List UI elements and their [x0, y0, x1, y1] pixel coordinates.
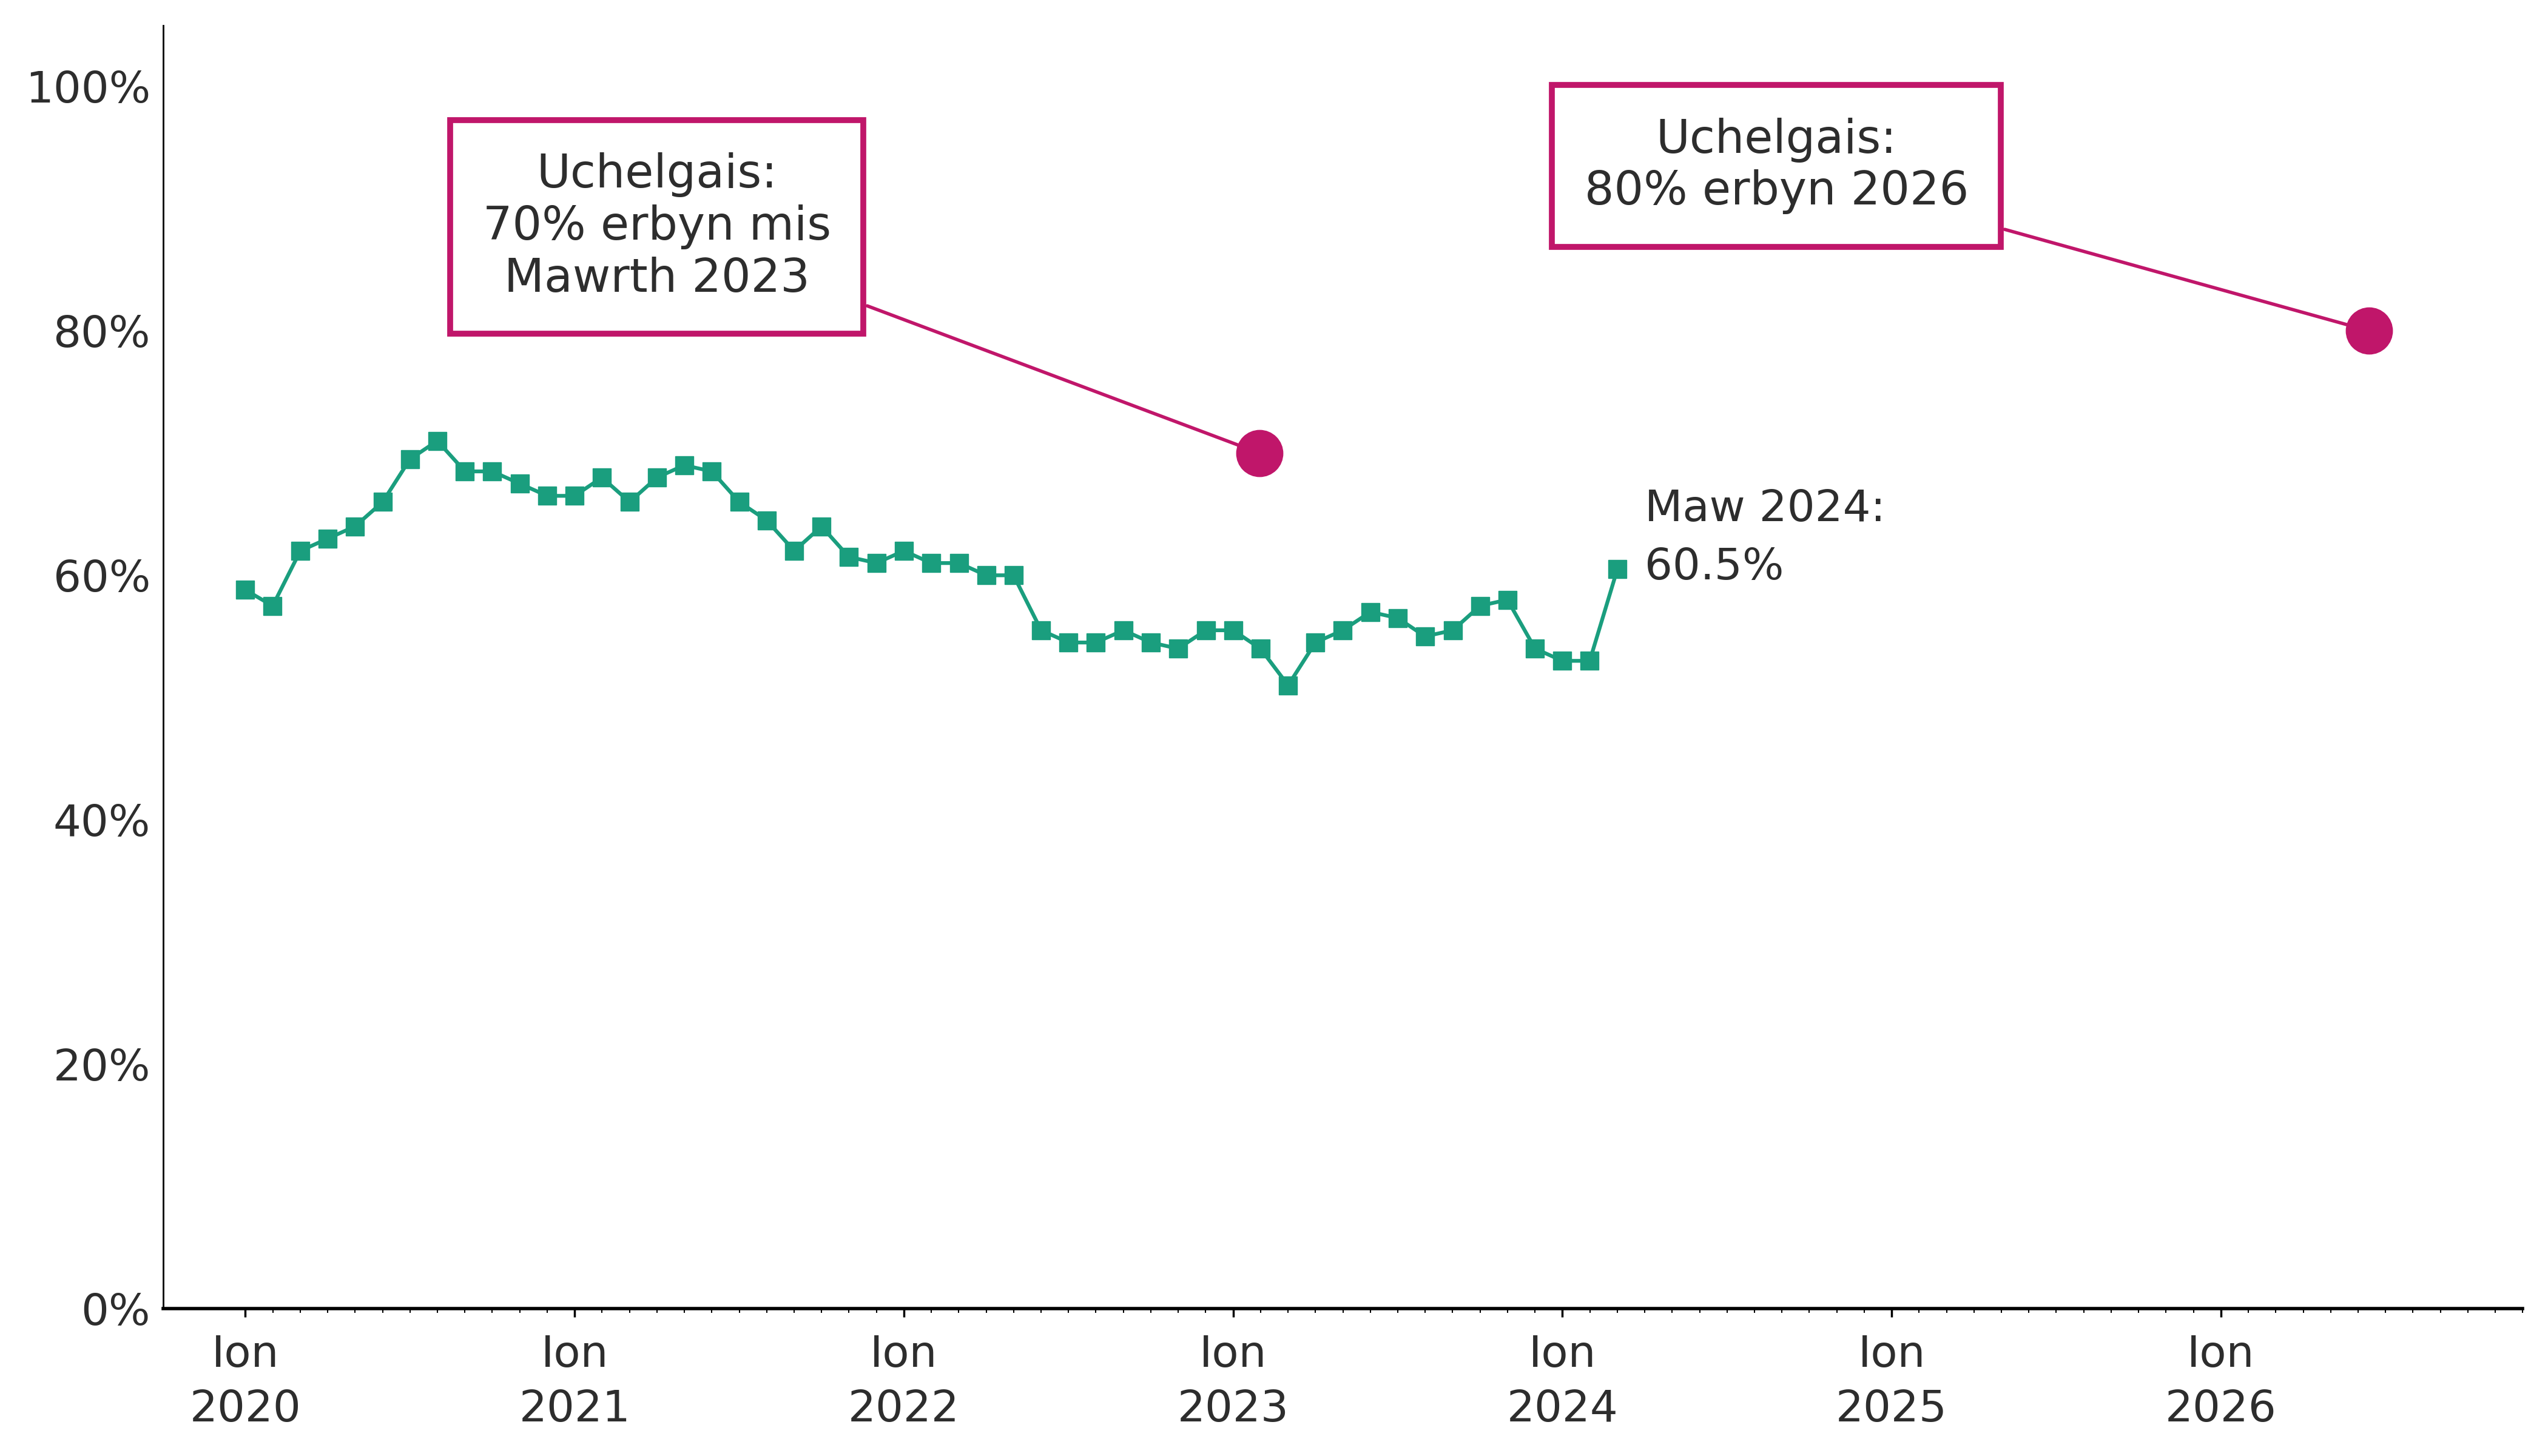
Text: Maw 2024:
60.5%: Maw 2024: 60.5% — [1643, 489, 1886, 588]
Text: Uchelgais:
80% erbyn 2026: Uchelgais: 80% erbyn 2026 — [1585, 118, 2367, 331]
Text: Uchelgais:
70% erbyn mis
Mawrth 2023: Uchelgais: 70% erbyn mis Mawrth 2023 — [482, 153, 1259, 453]
